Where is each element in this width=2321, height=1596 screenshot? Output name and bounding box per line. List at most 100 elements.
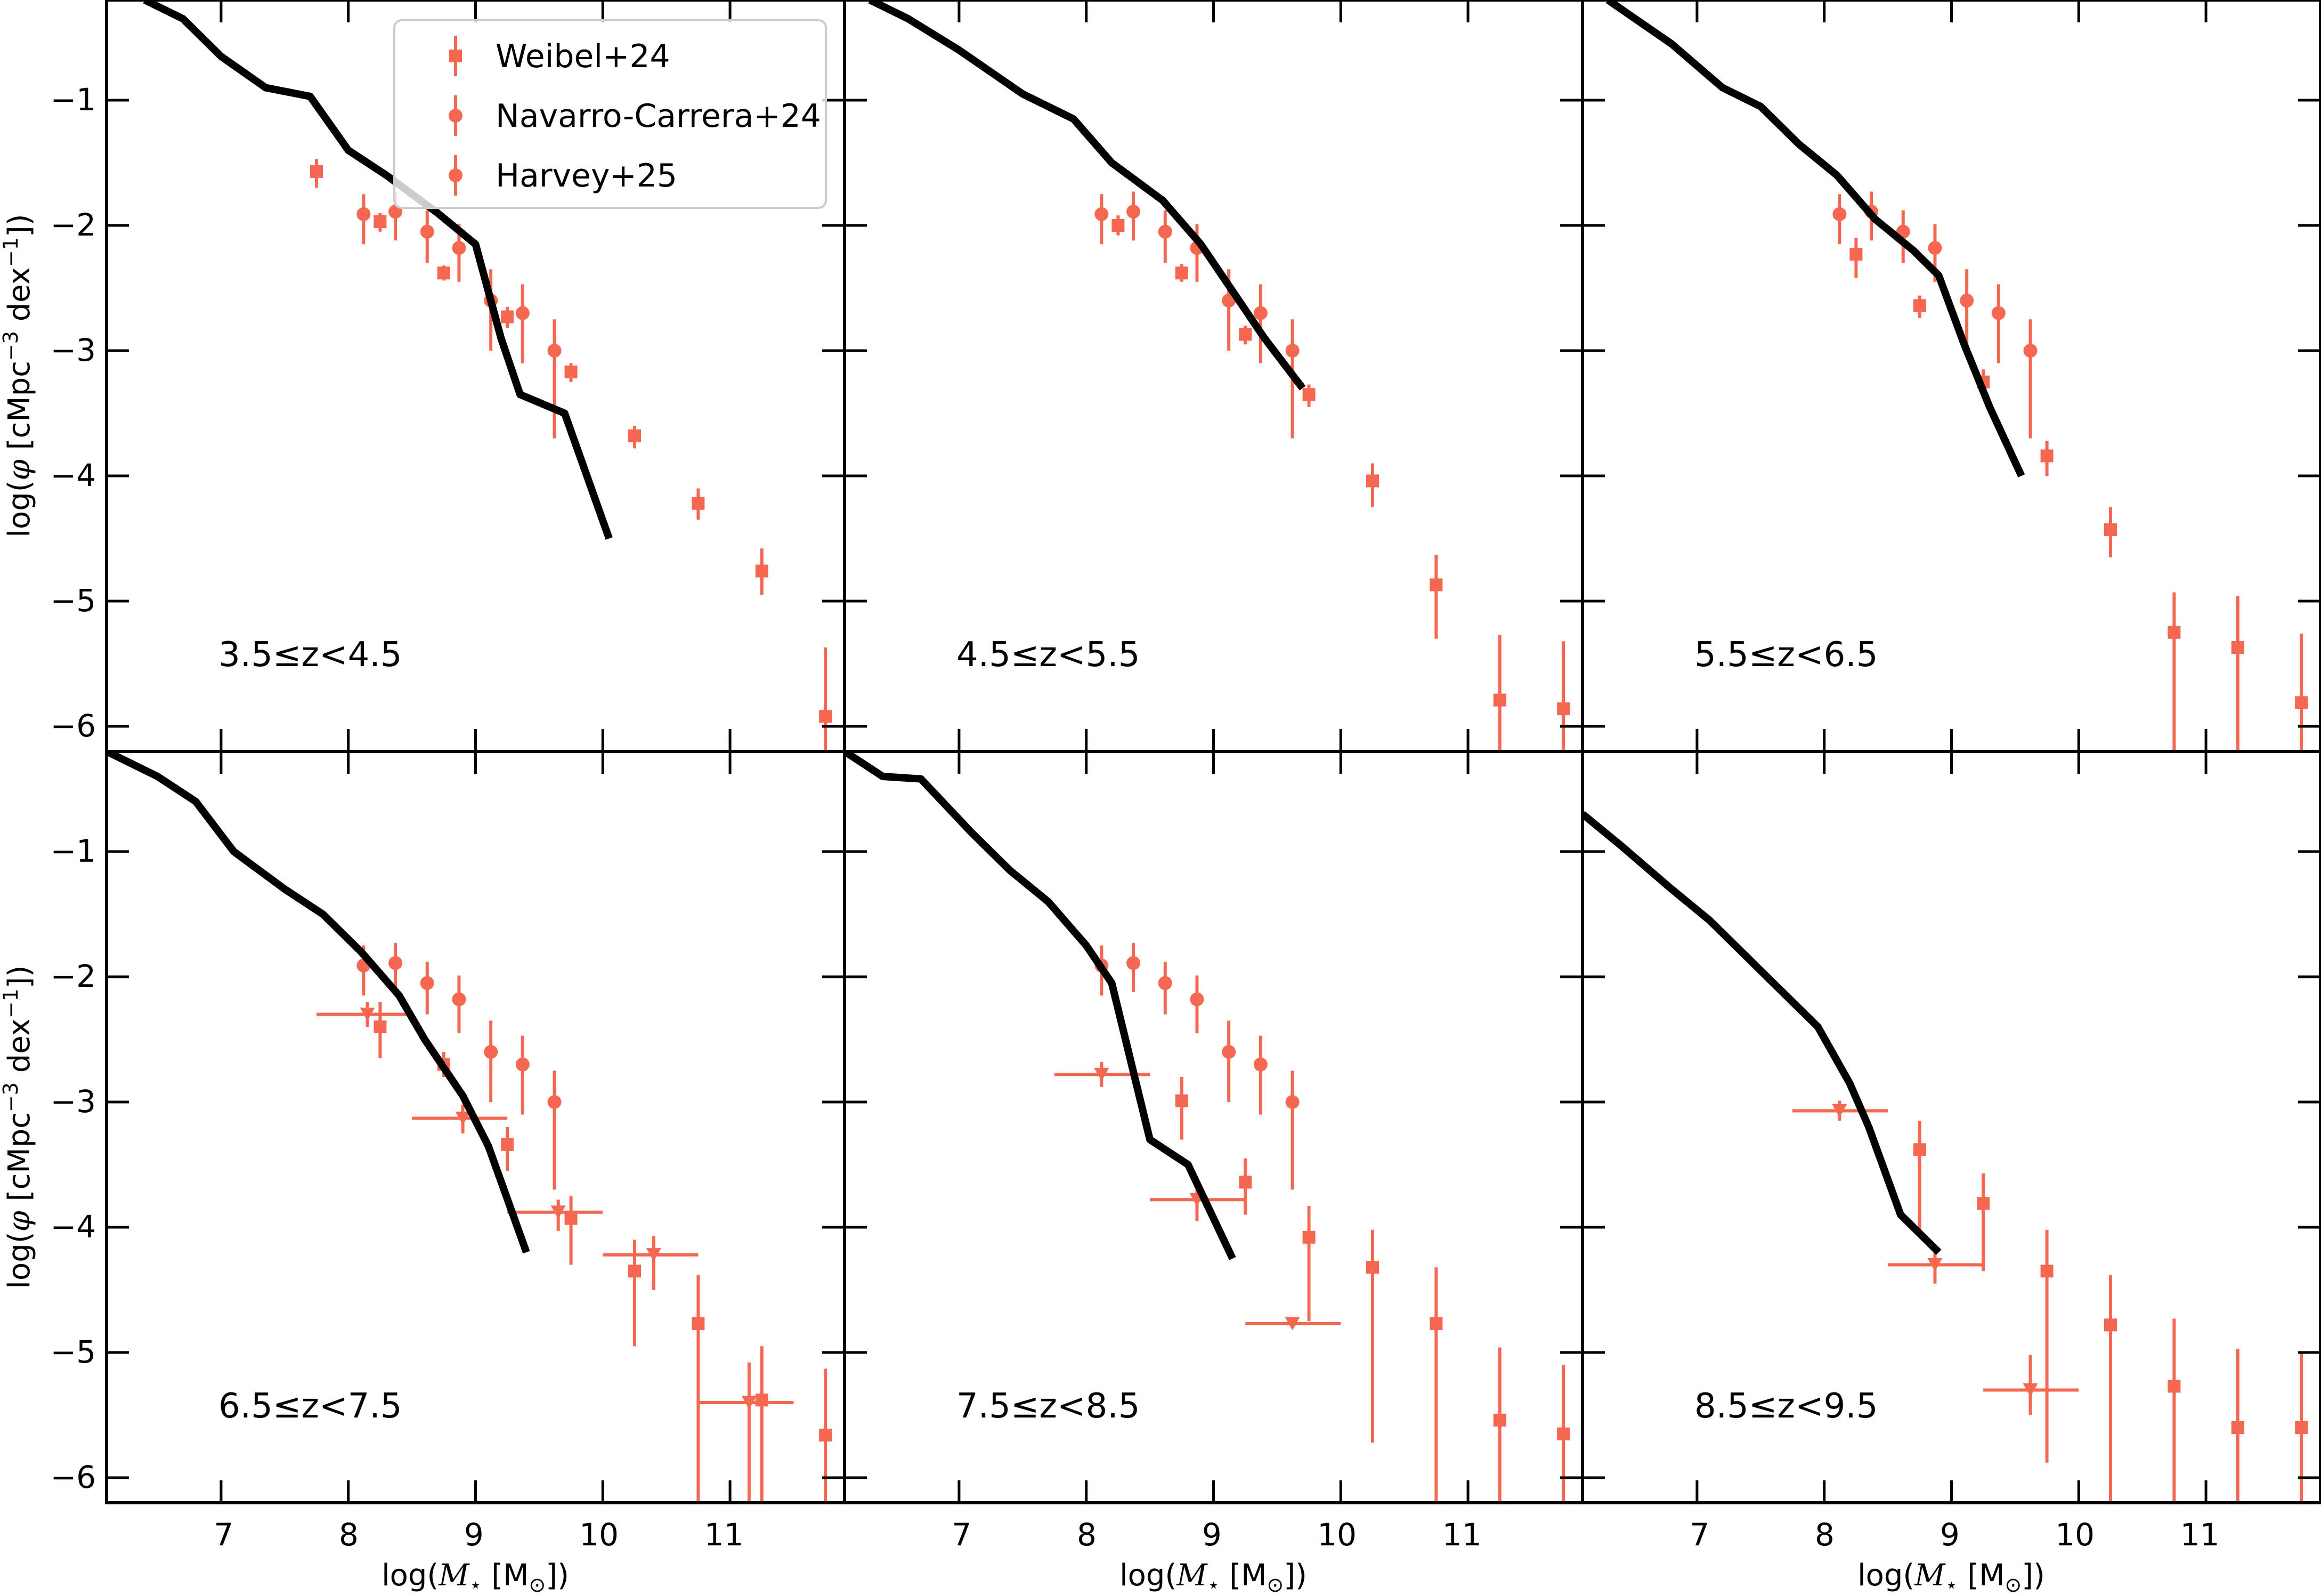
weibel-marker bbox=[2231, 1421, 2244, 1434]
weibel-marker bbox=[755, 1394, 768, 1407]
navarro-point bbox=[1960, 269, 1974, 351]
weibel-point bbox=[1239, 326, 1252, 345]
weibel-marker bbox=[1239, 1176, 1252, 1189]
navarro-point bbox=[515, 1035, 530, 1115]
panel-frame bbox=[843, 0, 1584, 753]
panel-2-axes bbox=[1581, 0, 2321, 753]
navarro-marker bbox=[388, 956, 403, 970]
harvey-marker bbox=[2023, 1383, 2038, 1397]
model-curve bbox=[143, 0, 613, 540]
weibel-point bbox=[437, 265, 450, 281]
panel-4-redshift-label: 7.5≤z<8.5 bbox=[956, 1387, 1140, 1426]
weibel-point bbox=[1913, 295, 1926, 318]
x-tick-label: 10 bbox=[1317, 1517, 1357, 1553]
navarro-marker bbox=[1094, 207, 1109, 221]
x-tick-label: 8 bbox=[1815, 1517, 1835, 1553]
panel-2-redshift-label: 5.5≤z<6.5 bbox=[1694, 635, 1878, 675]
navarro-marker bbox=[1253, 306, 1268, 320]
x-tick-label: 7 bbox=[1690, 1517, 1709, 1553]
x-tick-label: 7 bbox=[952, 1517, 971, 1553]
navarro-marker bbox=[1960, 294, 1974, 307]
panel-0-redshift-label: 3.5≤z<4.5 bbox=[218, 635, 402, 675]
navarro-point bbox=[1126, 943, 1141, 992]
legend: Weibel+24 Navarro-Carrera+24 Harvey+25 bbox=[393, 19, 827, 209]
y-tick-label: −1 bbox=[51, 82, 96, 118]
weibel-marker bbox=[374, 215, 387, 228]
navarro-point bbox=[1832, 194, 1847, 245]
y-axis-label-bottom: log(φ [cMpc−3 dex−1]) bbox=[0, 965, 37, 1289]
weibel-point bbox=[755, 1346, 768, 1503]
x-tick-label: 11 bbox=[704, 1517, 744, 1553]
weibel-marker bbox=[1493, 693, 1506, 707]
panel-0-data bbox=[143, 0, 832, 751]
navarro-marker bbox=[452, 241, 466, 255]
weibel-point bbox=[374, 1002, 387, 1058]
navarro-point bbox=[1190, 975, 1204, 1033]
legend-label-harvey: Harvey+25 bbox=[496, 157, 677, 195]
harvey-marker bbox=[360, 1007, 375, 1022]
harvey-point bbox=[1983, 1355, 2079, 1415]
navarro-point bbox=[1158, 961, 1172, 1015]
panel-4: 7.5≤z<8.5 bbox=[843, 750, 1584, 1504]
panel-5-data bbox=[1583, 811, 2308, 1503]
legend-frame bbox=[393, 19, 827, 209]
y-tick-label: −1 bbox=[51, 833, 96, 869]
weibel-marker bbox=[2040, 1265, 2054, 1278]
panel-2: 5.5≤z<6.5 bbox=[1581, 0, 2321, 753]
panel-3-redshift-label: 6.5≤z<7.5 bbox=[218, 1387, 402, 1426]
weibel-point bbox=[1239, 1158, 1252, 1215]
navarro-marker bbox=[452, 992, 466, 1007]
weibel-point bbox=[2168, 592, 2181, 751]
y-tick-label: −6 bbox=[51, 1459, 96, 1495]
weibel-point bbox=[1366, 1229, 1379, 1443]
weibel-marker bbox=[628, 429, 641, 442]
y-tick-label: −6 bbox=[51, 708, 96, 744]
weibel-point bbox=[2040, 441, 2054, 476]
x-tick-label: 9 bbox=[1202, 1517, 1222, 1553]
navarro-marker bbox=[356, 207, 371, 221]
y-tick-label: −2 bbox=[51, 207, 96, 243]
legend-marker-harvey bbox=[449, 155, 462, 196]
navarro-point bbox=[1991, 284, 2006, 363]
navarro-point bbox=[420, 961, 434, 1015]
weibel-marker bbox=[564, 1212, 578, 1225]
x-tick-label: 9 bbox=[1940, 1517, 1960, 1553]
legend-circle-marker bbox=[449, 109, 462, 123]
weibel-point bbox=[564, 1196, 578, 1265]
x-tick-labels: 7 8 9 10 11 7 8 9 10 11 7 8 9 10 11 bbox=[214, 1517, 2219, 1553]
weibel-point bbox=[1557, 1365, 1570, 1503]
navarro-point bbox=[1094, 194, 1109, 245]
weibel-point bbox=[2104, 507, 2117, 557]
weibel-point bbox=[2231, 1348, 2244, 1503]
weibel-point bbox=[2295, 1352, 2308, 1503]
legend-marker-navarro bbox=[449, 95, 462, 136]
weibel-point bbox=[1111, 215, 1125, 236]
x-tick-label: 8 bbox=[339, 1517, 359, 1553]
y-tick-label: −4 bbox=[51, 1209, 96, 1245]
weibel-point bbox=[1175, 264, 1188, 282]
weibel-point bbox=[374, 213, 387, 232]
harvey-point bbox=[603, 1236, 699, 1290]
weibel-point bbox=[2295, 634, 2308, 751]
model-curve bbox=[1605, 0, 2025, 477]
weibel-point bbox=[1430, 555, 1443, 639]
harvey-marker bbox=[646, 1248, 661, 1262]
harvey-point bbox=[316, 1002, 412, 1027]
legend-harvey-marker bbox=[449, 168, 462, 182]
navarro-point bbox=[1285, 1071, 1300, 1190]
weibel-point bbox=[1175, 1077, 1188, 1140]
weibel-marker bbox=[1493, 1413, 1506, 1427]
model-curve bbox=[868, 0, 1306, 391]
navarro-marker bbox=[1126, 205, 1141, 219]
x-axis-label-2: log(M⋆ [M⊙]) bbox=[1857, 1558, 2045, 1596]
navarro-marker bbox=[515, 306, 530, 320]
weibel-marker bbox=[819, 1429, 832, 1442]
weibel-marker bbox=[501, 1138, 514, 1151]
harvey-point bbox=[1245, 1317, 1341, 1331]
weibel-point bbox=[1977, 1173, 1990, 1271]
navarro-marker bbox=[1158, 224, 1172, 239]
weibel-marker bbox=[1913, 1143, 1926, 1156]
navarro-point bbox=[452, 975, 466, 1033]
navarro-marker bbox=[420, 976, 434, 990]
weibel-point bbox=[2168, 1318, 2181, 1503]
